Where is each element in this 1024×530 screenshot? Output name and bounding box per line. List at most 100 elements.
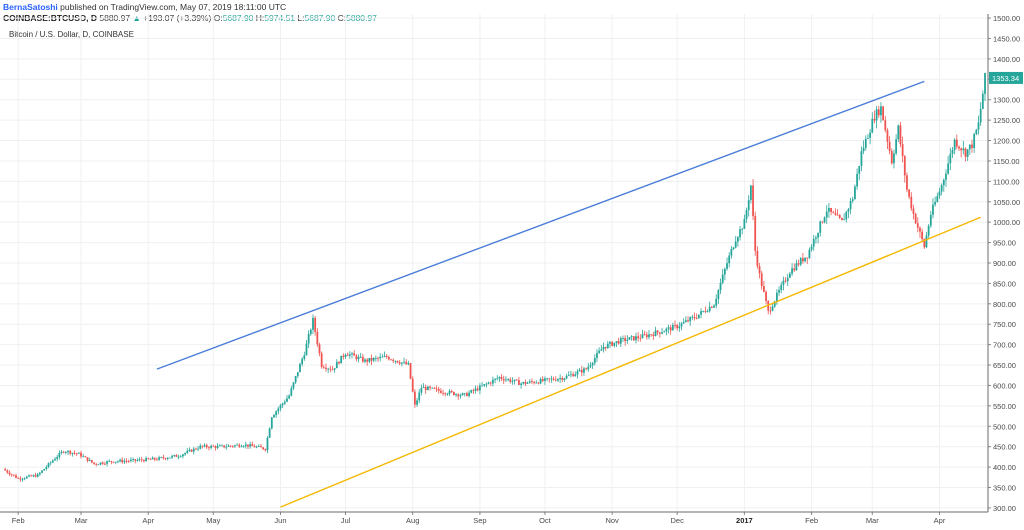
candle-body [476, 388, 479, 391]
candle-body [381, 356, 384, 358]
candle-body [301, 358, 304, 364]
candle-body [481, 385, 483, 387]
candle-body [769, 310, 772, 312]
candle-body [832, 211, 835, 213]
candle-body [227, 445, 230, 447]
candle-body [208, 447, 210, 449]
candle-body [97, 464, 100, 466]
candle-body [459, 395, 462, 397]
y-tick-label: 700.00 [993, 341, 1016, 350]
candle-body [283, 401, 286, 404]
candle-body [669, 327, 672, 331]
y-tick-label: 650.00 [993, 361, 1016, 370]
candle-body [218, 445, 221, 447]
candle-body [127, 460, 130, 462]
candle-body [188, 449, 191, 451]
candle-body [216, 445, 219, 448]
candle-body [335, 361, 338, 369]
candle-body [591, 363, 594, 366]
candle-body [574, 374, 577, 377]
candle-body [88, 460, 91, 461]
candle-body [203, 445, 206, 447]
candle-body [164, 458, 167, 460]
candle-body [730, 248, 733, 256]
candle-body [847, 209, 850, 212]
candle-body [190, 449, 193, 452]
candle-body [864, 138, 867, 148]
candle-body [396, 360, 399, 363]
candle-body [474, 388, 477, 391]
y-tick-label: 1250.00 [993, 116, 1020, 125]
candle-body [54, 458, 56, 461]
candle-body [257, 446, 260, 447]
x-tick-label: May [206, 516, 220, 525]
candle-body [843, 219, 845, 221]
candle-body [760, 273, 763, 287]
candle-body [778, 290, 780, 293]
candle-body [682, 321, 685, 324]
candle-body [4, 469, 7, 471]
candle-body [747, 200, 750, 211]
candle-body [95, 463, 98, 465]
x-tick-label: Aug [406, 516, 419, 525]
candle-body [687, 320, 689, 322]
candle-body [754, 216, 757, 251]
candle-body [984, 73, 986, 94]
candle-body [294, 376, 297, 383]
y-tick-label: 1500.00 [993, 14, 1020, 23]
candle-body [307, 334, 310, 344]
candle-body [654, 330, 657, 337]
candle-body [715, 298, 718, 306]
candle-body [509, 379, 512, 382]
candle-body [156, 459, 158, 461]
candle-body [541, 379, 544, 381]
grid [0, 14, 988, 512]
candle-body [752, 185, 754, 217]
candle-body [862, 147, 865, 152]
candle-body [160, 457, 163, 459]
candle-body [244, 444, 247, 447]
candle-body [405, 361, 408, 365]
candle-body [470, 390, 473, 393]
candle-body [403, 361, 405, 363]
candle-body [968, 144, 971, 150]
x-tick-label: Nov [605, 516, 619, 525]
candle-body [36, 474, 39, 477]
x-tick-label: 2017 [736, 516, 753, 525]
candle-body [435, 388, 438, 390]
candle-body [658, 332, 661, 334]
candle-body [439, 390, 442, 393]
candle-body [964, 148, 967, 157]
x-tick-label: Apr [934, 516, 946, 525]
candle-body [303, 355, 306, 359]
candle-body [260, 446, 262, 448]
candle-body [693, 316, 696, 318]
candle-body [51, 460, 54, 463]
axes: 300.00 350.00 400.00 450.00 500.00 550.00 600.… [0, 14, 1023, 525]
candle-body [639, 338, 642, 339]
candle-body [429, 386, 431, 388]
candle-body [821, 221, 824, 223]
candle-body [611, 341, 614, 346]
candle-body [387, 357, 390, 360]
candle-body [515, 379, 518, 381]
candle-body [817, 232, 819, 238]
candle-body [450, 390, 453, 392]
candle-body [346, 354, 349, 356]
upper-trendline [156, 80, 925, 370]
candle-body [192, 448, 195, 452]
candle-body [82, 456, 85, 458]
candle-body [279, 405, 282, 409]
candle-body [856, 173, 859, 187]
candle-body [426, 386, 429, 391]
candle-body [706, 311, 709, 312]
candle-body [823, 217, 826, 223]
candle-body [834, 212, 837, 215]
trendlines[interactable] [156, 80, 981, 508]
candle-body [873, 118, 876, 121]
author-link[interactable]: BernaSatoshi [3, 2, 58, 12]
candle-body [277, 408, 280, 412]
candle-body [292, 382, 295, 389]
candle-body [559, 377, 562, 380]
